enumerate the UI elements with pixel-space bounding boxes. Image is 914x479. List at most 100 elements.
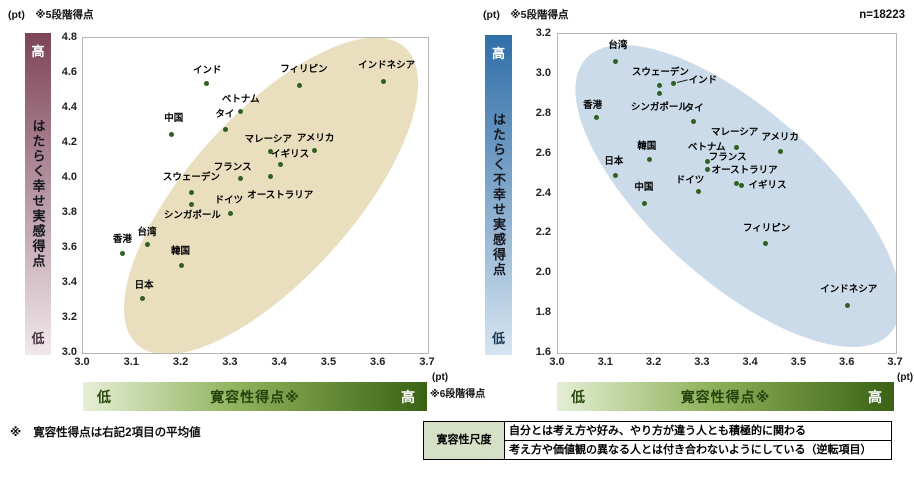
data-point: [188, 201, 194, 207]
data-point-label: インドネシア: [820, 284, 878, 296]
plot-area: 香港 日本 台湾 中国 韓国 スウェーデン シンガポール インド タイ ドイツ ベトナム フランス マレ…: [557, 33, 897, 354]
y-axis-title: はたらく幸せ実感得点: [30, 119, 46, 269]
data-point-label: シンガポール: [630, 101, 688, 113]
x-tick-label: 3.3: [694, 356, 710, 368]
data-point-label: マレーシア: [711, 126, 759, 138]
data-point-label: 韓国: [637, 140, 657, 152]
data-point-label: アメリカ: [296, 133, 335, 144]
table-row: 考え方や価値観の異なる人とは付き合わないようにしている（逆転項目）: [424, 440, 892, 460]
plot-area: 香港 日本 台湾 中国 韓国 スウェーデン シンガポール インド タイ ドイツ ベトナム フランス マレ…: [82, 37, 429, 354]
data-point-label: ドイツ: [675, 174, 705, 186]
y-tick-label: 2.6: [535, 146, 551, 159]
y-tick-label: 3.0: [535, 66, 551, 79]
data-point: [705, 159, 711, 165]
y-tick-label: 2.4: [535, 186, 551, 199]
x-tick-label: 3.2: [645, 356, 662, 368]
y-tick-label: 3.6: [61, 241, 77, 253]
y-band-low-label: 低: [31, 331, 45, 346]
footnote-marker: ※: [10, 427, 22, 439]
data-point: [238, 109, 244, 114]
data-point-label: イギリス: [271, 149, 310, 160]
sample-size-label: n=18223: [859, 9, 905, 21]
data-point-label: ドイツ: [214, 195, 244, 206]
x-band-low-label: 低: [571, 388, 585, 405]
table-row: 寛容性尺度 自分とは考え方や好み、やり方が違う人とも積極的に関わる: [423, 421, 892, 460]
data-point: [656, 83, 662, 89]
data-point-label: 日本: [134, 279, 154, 291]
tolerance-scale-header-cell: 寛容性尺度: [423, 421, 505, 460]
y-tick-label: 4.0: [61, 171, 77, 183]
y-tick-label: 1.6: [535, 346, 551, 358]
tolerance-scale-table: 寛容性尺度 自分とは考え方や好み、やり方が違う人とも積極的に関わる 考え方や価値…: [423, 421, 892, 460]
data-point: [734, 145, 740, 151]
data-point: [671, 81, 677, 87]
x-tick-label: 3.5: [320, 356, 337, 368]
data-point: [277, 161, 283, 167]
x-axis-unit: (pt): [897, 372, 914, 383]
y-tick-label: 4.8: [61, 31, 77, 43]
y-axis-unit-note: (pt) ※5段階得点: [8, 9, 94, 21]
y-band-high-label: 高: [31, 44, 45, 59]
data-point: [734, 181, 740, 187]
footnote-text: 寛容性得点は右記2項目の平均値: [33, 427, 201, 439]
tolerance-item-1: 自分とは考え方や好み、やり方が違う人とも積極的に関わる: [504, 421, 892, 441]
data-point: [845, 302, 851, 308]
data-point-label: 香港: [583, 99, 603, 111]
data-point-label: フランス: [708, 151, 747, 163]
data-point-label: オーストラリア: [711, 164, 778, 176]
data-point: [763, 240, 769, 246]
data-point-label: フランス: [213, 162, 252, 173]
data-point-label: 中国: [164, 113, 184, 125]
data-point: [656, 91, 662, 97]
data-point: [312, 147, 318, 153]
data-point: [238, 175, 244, 181]
x-axis-band: 低 寛容性得点※ 高: [557, 382, 894, 411]
data-point-label: マレーシア: [244, 133, 292, 145]
data-point-label: フィリピン: [280, 64, 328, 76]
x-tick-label: 3.5: [790, 356, 807, 368]
data-point-label: ベトナム: [687, 141, 726, 153]
tolerance-score-footnote: ※ 寛容性得点は右記2項目の平均値: [10, 424, 201, 440]
x-tick-label: 3.4: [271, 356, 287, 368]
data-point-label: 韓国: [171, 245, 191, 257]
x-tick-label: 3.2: [172, 356, 189, 368]
y-axis-band: 高 はたらく幸せ実感得点 低: [25, 33, 51, 355]
x-tick-label: 3.1: [123, 356, 139, 368]
y-axis-unit-note: (pt) ※5段階得点: [483, 9, 569, 21]
y-tick-label: 1.8: [535, 306, 551, 319]
x-tick-label: 3.7: [887, 356, 903, 368]
data-point-label: タイ: [215, 109, 235, 120]
data-point-label: インド: [192, 64, 222, 76]
data-point: [594, 115, 600, 121]
x-band-low-label: 低: [97, 388, 111, 405]
y-tick-label: 4.4: [61, 101, 77, 113]
data-point-label: 日本: [604, 155, 624, 167]
x-tick-label: 3.6: [839, 356, 855, 368]
x-axis-scale-note: ※6段階得点: [430, 389, 486, 400]
y-tick-label: 2.0: [535, 266, 551, 279]
data-point: [144, 242, 150, 247]
data-point: [690, 119, 696, 125]
data-point: [777, 149, 783, 155]
x-tick-label: 3.4: [742, 356, 758, 368]
data-point-label: インド: [688, 74, 718, 86]
x-tick-label: 3.3: [222, 356, 238, 368]
data-point: [169, 131, 175, 137]
data-point: [642, 200, 648, 206]
data-point-label: ベトナム: [221, 93, 260, 105]
data-point-label: 香港: [112, 234, 132, 246]
y-tick-label: 3.4: [61, 276, 77, 288]
y-tick-label: 3.0: [61, 346, 77, 358]
y-tick-label: 3.2: [535, 27, 551, 39]
data-point: [228, 210, 234, 216]
data-point-label: オーストラリア: [247, 190, 314, 202]
y-axis-band: 高 はたらく不幸せ実感得点 低: [485, 35, 512, 355]
x-axis-title: 寛容性得点※: [210, 388, 300, 405]
x-tick-label: 3.1: [597, 356, 613, 368]
data-point-label: タイ: [684, 102, 704, 114]
data-point: [738, 183, 744, 189]
data-point-label: スウェーデン: [162, 172, 220, 183]
data-point-label: 中国: [634, 182, 654, 194]
data-point: [613, 173, 619, 179]
